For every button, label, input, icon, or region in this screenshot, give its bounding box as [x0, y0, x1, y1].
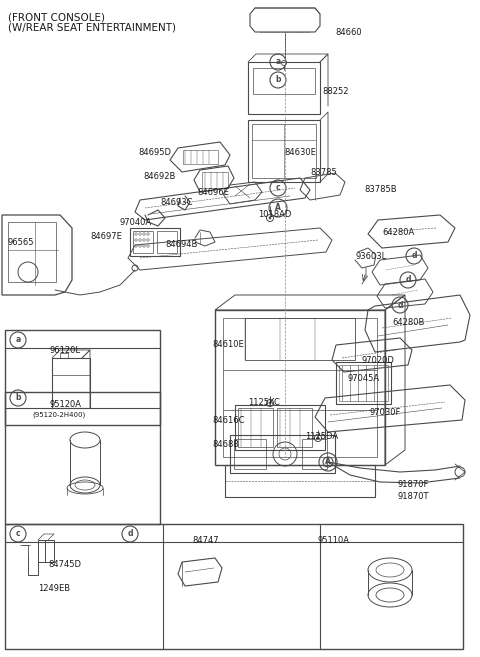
Text: A: A [325, 457, 331, 466]
Bar [5, 524, 463, 649]
Text: 96565: 96565 [8, 238, 35, 247]
Text: 88252: 88252 [322, 87, 348, 96]
Bar [202, 172, 228, 188]
Bar [38, 540, 54, 562]
Bar [277, 408, 312, 447]
Text: b: b [275, 76, 281, 85]
Text: 96120L: 96120L [50, 346, 81, 355]
Text: 97020D: 97020D [362, 356, 395, 365]
Bar [225, 465, 375, 497]
Text: 84688: 84688 [212, 440, 239, 449]
Bar [234, 439, 266, 469]
Text: 1018AD: 1018AD [258, 210, 291, 219]
Text: 84697E: 84697E [90, 232, 122, 241]
Text: 1125KC: 1125KC [248, 398, 280, 407]
Text: b: b [15, 394, 21, 403]
Bar [183, 150, 218, 164]
Text: 84696E: 84696E [197, 188, 229, 197]
Bar [248, 62, 320, 114]
Text: 91870F: 91870F [398, 480, 430, 489]
Text: d: d [127, 530, 133, 539]
Text: c: c [16, 530, 20, 539]
Text: 84745D: 84745D [48, 560, 81, 569]
Text: c: c [276, 183, 280, 193]
Bar [235, 405, 325, 450]
Text: A: A [275, 204, 281, 212]
Text: a: a [15, 336, 21, 344]
Text: 93603L: 93603L [355, 252, 386, 261]
Text: 84693C: 84693C [160, 198, 192, 207]
Text: 83785: 83785 [310, 168, 337, 177]
Text: d: d [405, 275, 411, 284]
Text: 84694B: 84694B [165, 240, 197, 249]
Text: 64280B: 64280B [392, 318, 424, 327]
Text: 84630E: 84630E [284, 148, 316, 157]
Bar [253, 68, 315, 94]
Bar [252, 124, 316, 178]
Bar [5, 392, 160, 524]
Circle shape [317, 437, 319, 439]
Bar [336, 362, 391, 404]
Text: 95120A: 95120A [50, 400, 82, 409]
Bar [215, 310, 385, 465]
Bar [157, 231, 177, 253]
Text: d: d [397, 300, 403, 309]
Text: 84610E: 84610E [212, 340, 244, 349]
Text: 64280A: 64280A [382, 228, 414, 237]
Text: 91870T: 91870T [398, 492, 430, 501]
Circle shape [269, 217, 271, 219]
Bar [52, 358, 90, 408]
Text: 83785B: 83785B [364, 185, 396, 194]
Text: 84692B: 84692B [143, 172, 175, 181]
Bar [8, 222, 56, 282]
Text: 97030F: 97030F [370, 408, 401, 417]
Text: 97040A: 97040A [120, 218, 152, 227]
Bar [60, 353, 68, 358]
Text: d: d [411, 252, 417, 260]
Text: a: a [276, 58, 281, 66]
Text: 1125DA: 1125DA [305, 432, 338, 441]
Bar [230, 435, 335, 473]
Bar [5, 330, 160, 425]
Text: 1249EB: 1249EB [38, 584, 70, 593]
Bar [133, 231, 153, 253]
Bar [245, 318, 355, 360]
Bar [223, 318, 377, 457]
Bar [238, 408, 273, 447]
Text: (W/REAR SEAT ENTERTAINMENT): (W/REAR SEAT ENTERTAINMENT) [8, 22, 176, 32]
Bar [248, 120, 320, 182]
Text: 95110A: 95110A [318, 536, 350, 545]
Bar [130, 228, 180, 256]
Text: (95120-2H400): (95120-2H400) [32, 412, 85, 419]
Circle shape [269, 402, 271, 404]
Text: 97045A: 97045A [348, 374, 380, 383]
Text: 84660: 84660 [335, 28, 361, 37]
Text: 84616C: 84616C [212, 416, 244, 425]
Bar [339, 365, 388, 401]
Text: 84695D: 84695D [138, 148, 171, 157]
Text: (FRONT CONSOLE): (FRONT CONSOLE) [8, 12, 105, 22]
Text: 84747: 84747 [192, 536, 218, 545]
Bar [302, 439, 327, 469]
